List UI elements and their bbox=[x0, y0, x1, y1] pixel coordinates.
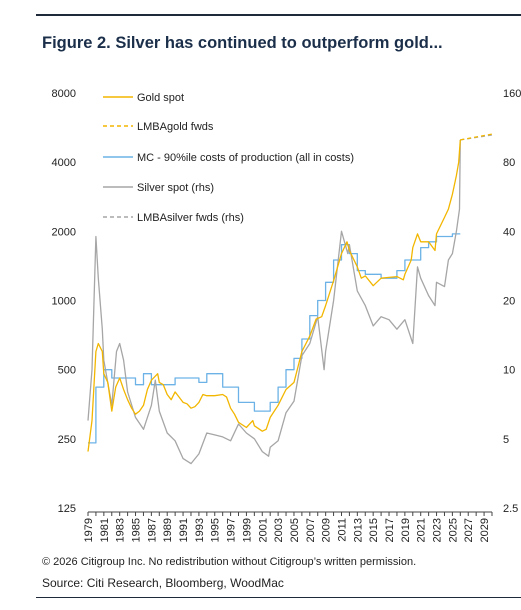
copyright-note: © 2026 Citigroup Inc. No redistribution … bbox=[42, 556, 417, 568]
x-tick-label: 1987 bbox=[146, 518, 158, 542]
x-tick-label: 2015 bbox=[368, 518, 380, 542]
x-tick-label: 2023 bbox=[432, 518, 444, 542]
legend-label: Silver spot (rhs) bbox=[137, 182, 214, 194]
x-tick-label: 1983 bbox=[115, 518, 127, 542]
x-tick-label: 2007 bbox=[305, 518, 317, 542]
right-tick-label: 2.5 bbox=[503, 503, 518, 515]
left-tick-label: 4000 bbox=[52, 157, 76, 169]
x-tick-label: 1993 bbox=[194, 518, 206, 542]
x-tick-label: 2009 bbox=[321, 518, 333, 542]
left-tick-label: 250 bbox=[58, 434, 76, 446]
left-tick-label: 125 bbox=[58, 503, 76, 515]
x-tick-label: 1981 bbox=[99, 518, 111, 542]
right-axis: 2.5 5 10 20 40 80 160 bbox=[503, 88, 521, 515]
x-tick-label: 2001 bbox=[257, 518, 269, 542]
x-tick-label: 2019 bbox=[400, 518, 412, 542]
left-tick-label: 8000 bbox=[52, 88, 76, 100]
x-tick-label: 1991 bbox=[178, 518, 190, 542]
x-tick-label: 2029 bbox=[479, 518, 491, 542]
series-layer bbox=[87, 133, 493, 465]
series-line bbox=[87, 139, 461, 465]
legend-label: LMBAsilver fwds (rhs) bbox=[137, 212, 244, 224]
top-rule bbox=[36, 14, 521, 16]
left-tick-label: 1000 bbox=[52, 296, 76, 308]
right-tick-label: 5 bbox=[503, 434, 509, 446]
x-tick-label: 2017 bbox=[384, 518, 396, 542]
x-tick-label: 1995 bbox=[210, 518, 222, 542]
x-tick-label: 2005 bbox=[289, 518, 301, 542]
x-axis: 1979 1981 1983 1985 1987 1989 1991 1993 1995 1997… bbox=[83, 511, 493, 542]
left-tick-label: 2000 bbox=[52, 226, 76, 238]
bottom-rule bbox=[36, 597, 521, 598]
x-tick-label: 2003 bbox=[273, 518, 285, 542]
x-tick-label: 1997 bbox=[226, 518, 238, 542]
right-tick-label: 160 bbox=[503, 88, 521, 100]
right-tick-label: 20 bbox=[503, 296, 515, 308]
chart-canvas: 125 250 500 1000 2000 4000 8000 2.5 5 10 20 40 80 16… bbox=[52, 88, 521, 542]
legend-label: Gold spot bbox=[137, 92, 184, 104]
x-tick-label: 1999 bbox=[241, 518, 253, 542]
x-tick-label: 1985 bbox=[131, 518, 143, 542]
right-tick-label: 10 bbox=[503, 365, 515, 377]
x-tick-label: 2027 bbox=[463, 518, 475, 542]
left-tick-label: 500 bbox=[58, 365, 76, 377]
legend-label: MC - 90%ile costs of production (all in … bbox=[137, 152, 354, 164]
x-tick-label: 2025 bbox=[447, 518, 459, 542]
x-tick-label: 2011 bbox=[336, 518, 348, 542]
right-tick-label: 80 bbox=[503, 157, 515, 169]
series-line bbox=[87, 139, 461, 452]
x-tick-label: 2021 bbox=[416, 518, 428, 542]
x-tick-label: 1979 bbox=[83, 518, 95, 542]
legend: Gold spot LMBAgold fwds MC - 90%ile costs … bbox=[103, 92, 354, 224]
chart-title: Figure 2. Silver has continued to outper… bbox=[42, 34, 443, 52]
legend-label: LMBAgold fwds bbox=[137, 121, 214, 133]
right-tick-label: 40 bbox=[503, 226, 515, 238]
series-line bbox=[460, 133, 493, 141]
source-note: Source: Citi Research, Bloomberg, WoodMa… bbox=[42, 576, 284, 590]
left-axis: 125 250 500 1000 2000 4000 8000 bbox=[52, 88, 76, 515]
series-line bbox=[88, 233, 461, 444]
x-tick-label: 2013 bbox=[352, 518, 364, 542]
x-tick-label: 1989 bbox=[162, 518, 174, 542]
